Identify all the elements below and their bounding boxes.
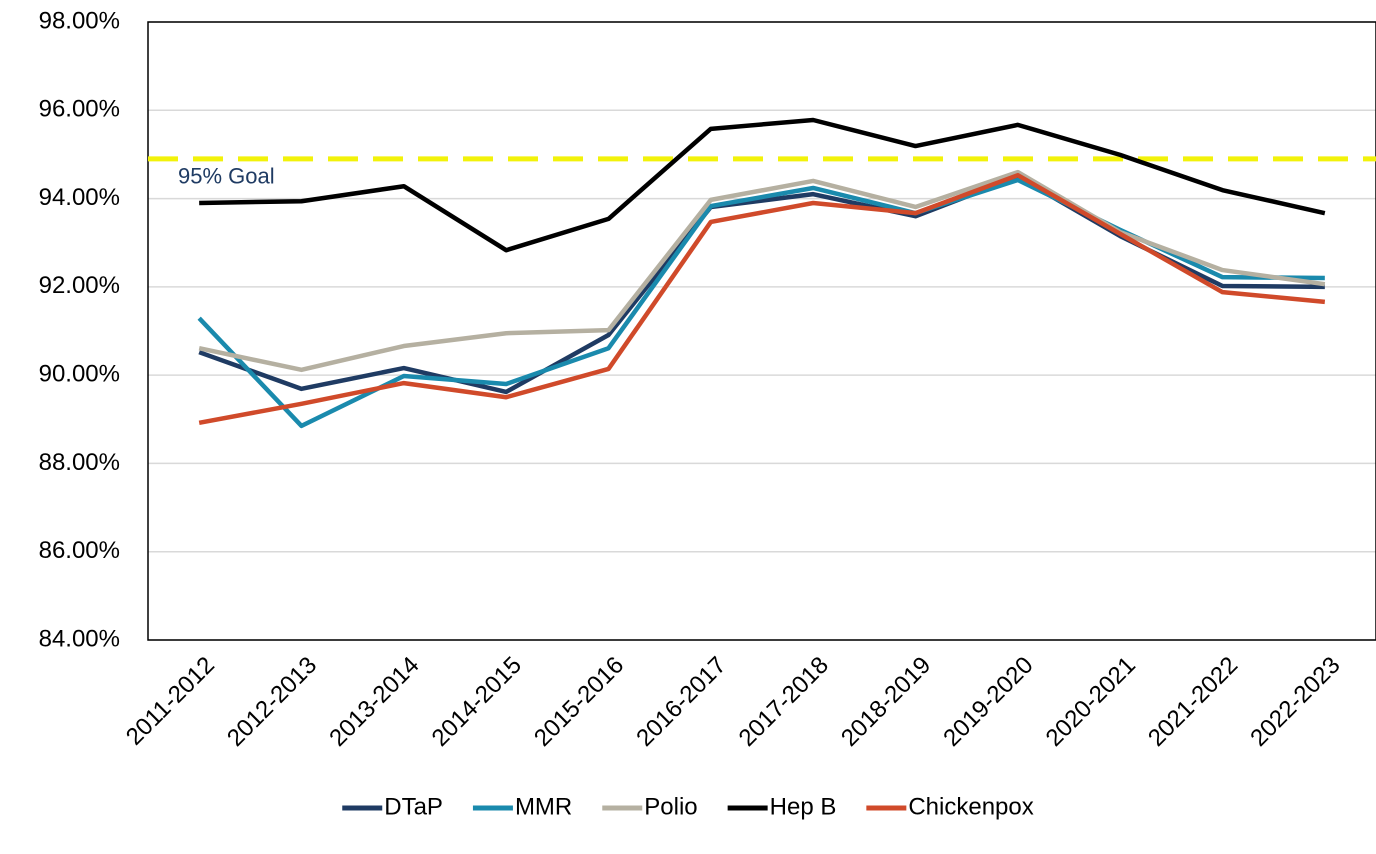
y-tick-label: 94.00% xyxy=(39,184,120,211)
data-line xyxy=(199,117,1326,253)
x-tick-label: 2013-2014 xyxy=(324,652,424,752)
x-tick-label: 2021-2022 xyxy=(1143,652,1243,752)
legend: DTaP MMR Polio Hep B Chickenpox xyxy=(342,793,1034,820)
y-tick-label: 96.00% xyxy=(39,96,120,123)
x-tick-label: 2020-2021 xyxy=(1041,652,1141,752)
x-tick-label: 2018-2019 xyxy=(836,652,936,752)
y-tick-label: 98.00% xyxy=(39,7,120,34)
legend-label: Chickenpox xyxy=(908,793,1033,820)
legend-label: MMR xyxy=(515,793,572,820)
y-tick-label: 86.00% xyxy=(39,537,120,564)
plot-frame xyxy=(147,21,1376,641)
x-tick-label: 2017-2018 xyxy=(734,652,834,752)
x-tick-label: 2012-2013 xyxy=(222,652,322,752)
y-tick-label: 92.00% xyxy=(39,272,120,299)
data-line xyxy=(198,172,1326,426)
goal-label: 95% Goal xyxy=(178,164,275,189)
x-tick-label: 2022-2023 xyxy=(1245,652,1345,752)
x-tick-label: 2011-2012 xyxy=(121,652,220,751)
legend-label: DTaP xyxy=(384,793,443,820)
data-line xyxy=(198,169,1326,373)
x-tick-label: 2019-2020 xyxy=(938,652,1038,752)
y-tick-label: 90.00% xyxy=(39,360,120,387)
x-tick-label: 2015-2016 xyxy=(529,652,629,752)
y-tick-label: 84.00% xyxy=(39,625,120,652)
x-tick-label: 2016-2017 xyxy=(631,652,731,752)
x-tick-label: 2014-2015 xyxy=(427,652,527,752)
legend-label: Hep B xyxy=(770,793,837,820)
y-tick-label: 88.00% xyxy=(39,449,120,476)
data-line xyxy=(198,174,1325,395)
legend-label: Polio xyxy=(644,793,697,820)
